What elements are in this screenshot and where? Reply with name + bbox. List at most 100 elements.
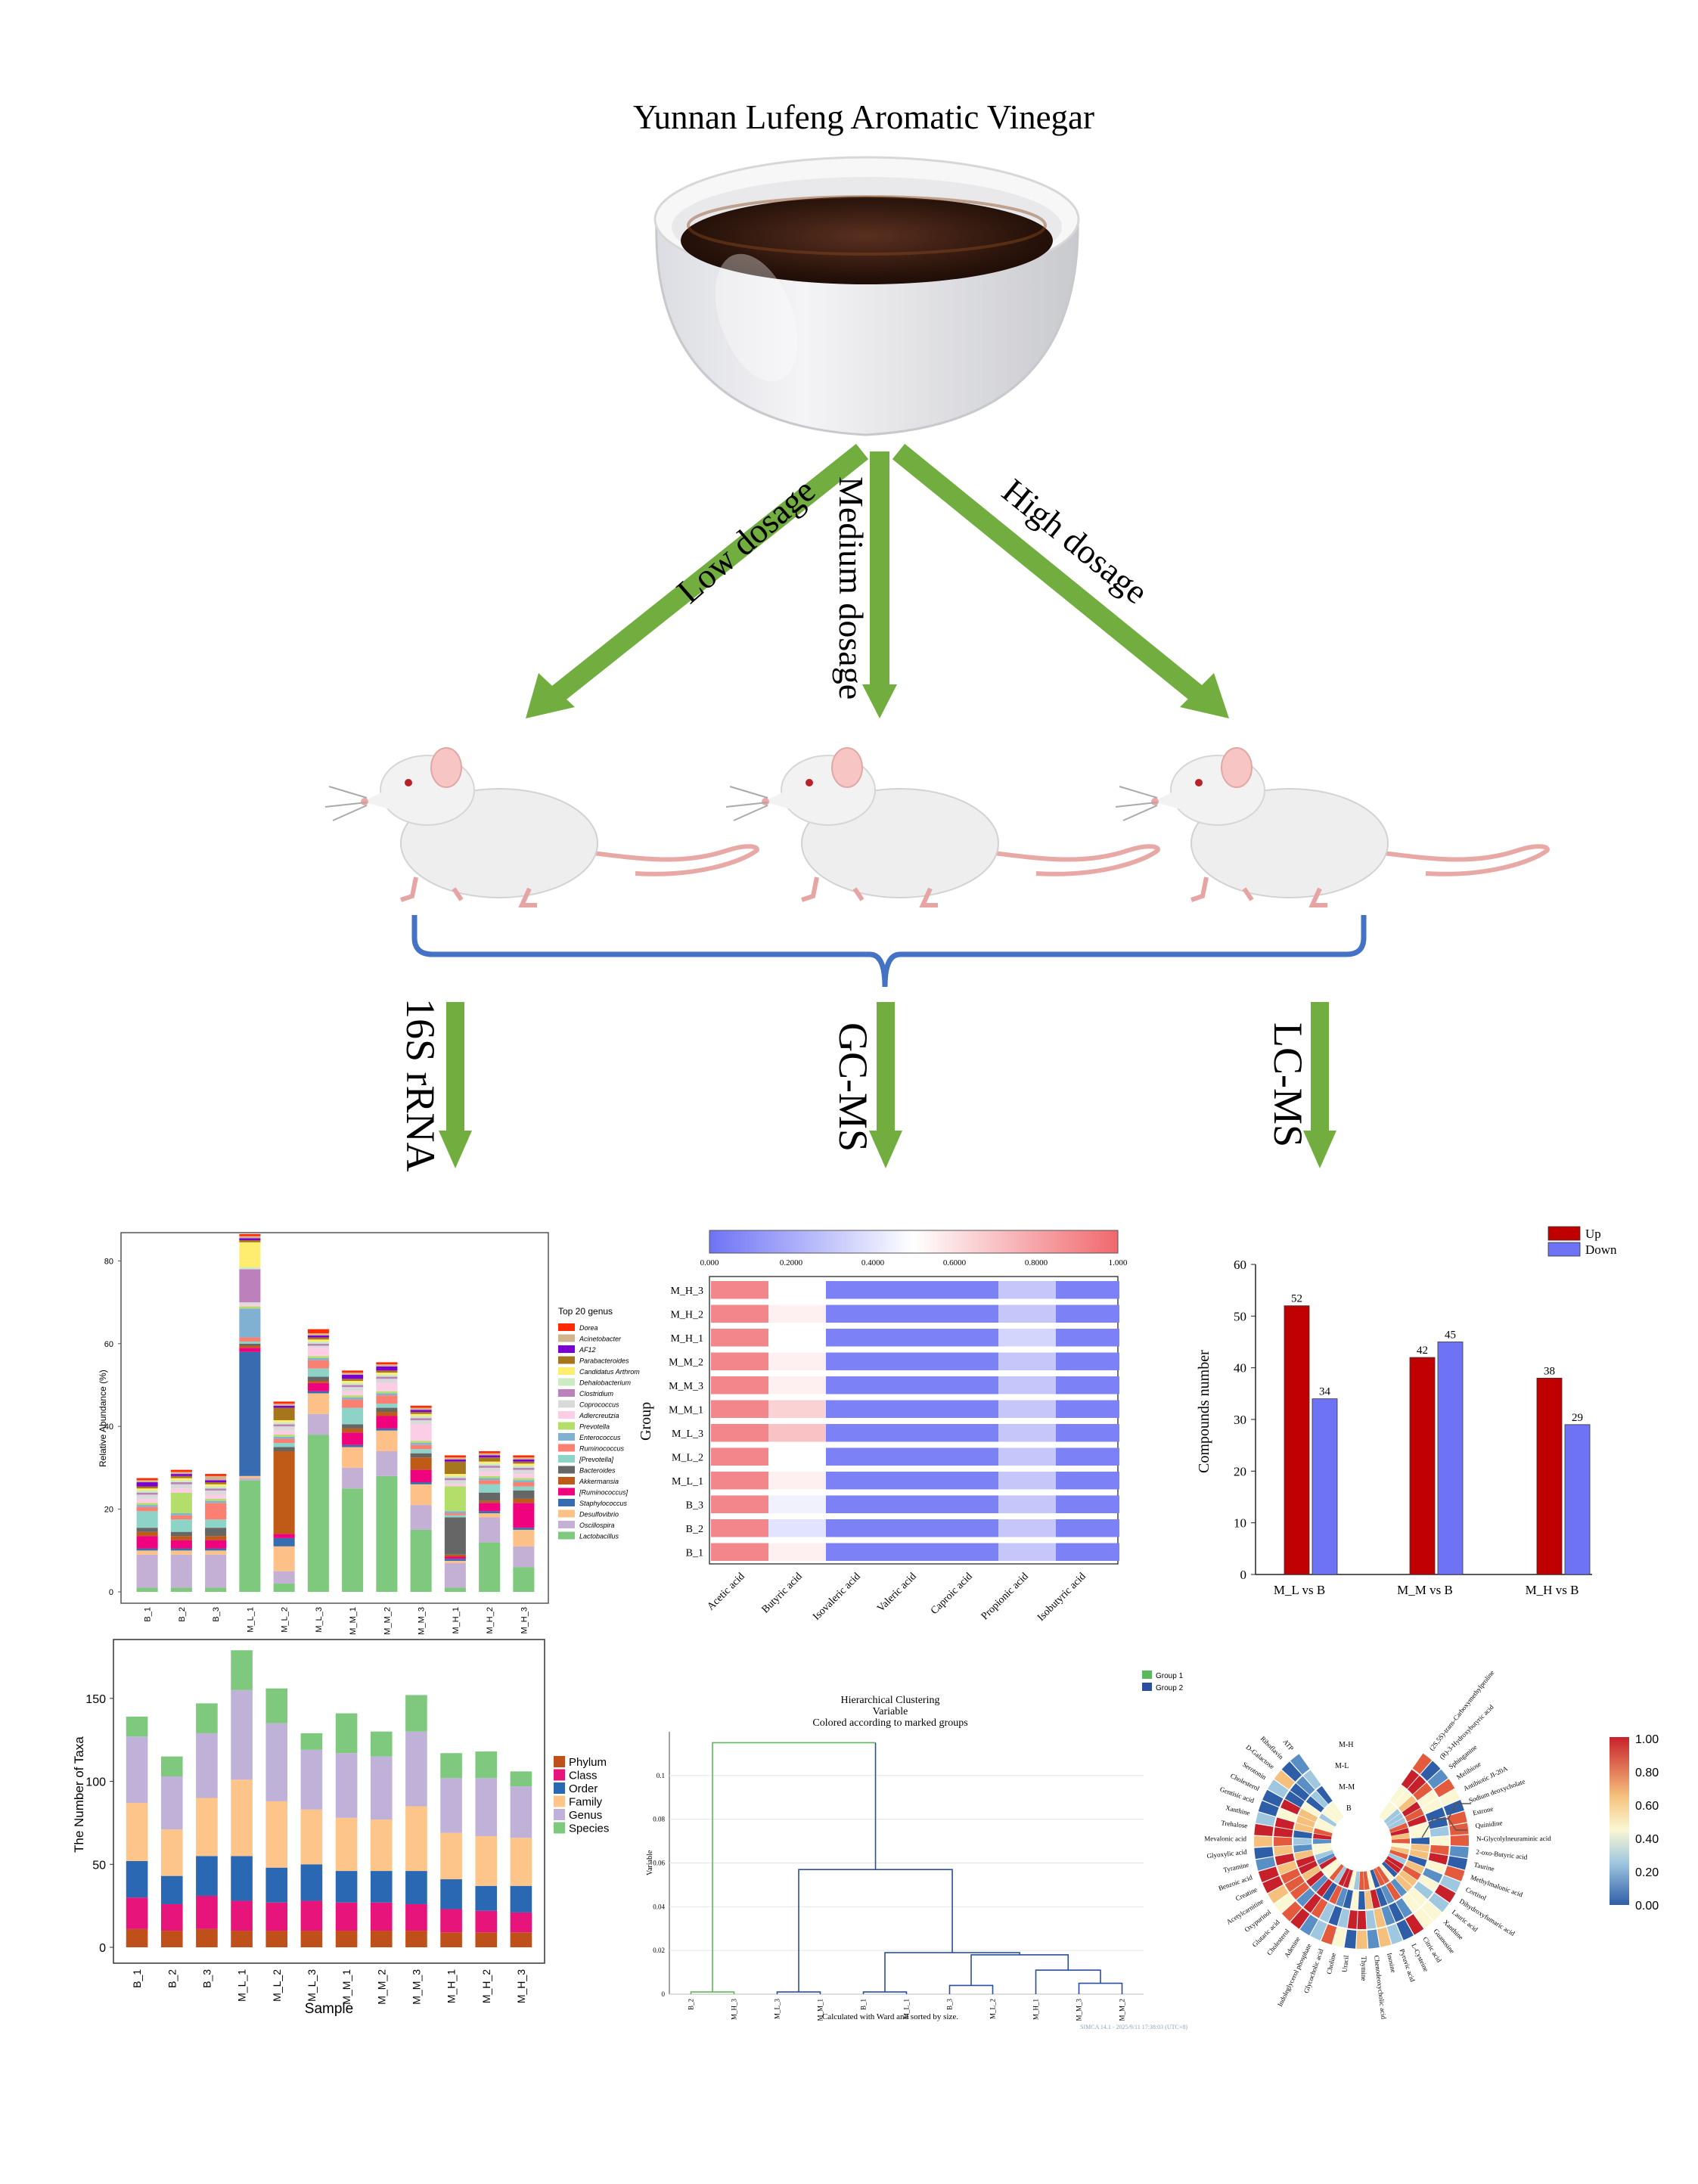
heatmap-cell [711,1352,768,1370]
heatmap-cell [998,1352,1056,1370]
stacked-bar-segment [405,1871,427,1904]
heatmap-cell [1407,1815,1427,1827]
y-axis-label: Variable [646,1850,654,1875]
heatmap-cell [1409,1849,1429,1860]
legend-swatch [554,1756,565,1767]
ring-label: B [1346,1804,1352,1813]
legend-label: Bacteroides [579,1467,616,1475]
stacked-bar-segment [479,1503,501,1512]
y-tick-label: 50 [92,1859,106,1872]
stacked-bar-segment [239,1345,261,1348]
heatmap-cell [1378,1801,1393,1819]
heatmap-cell [1310,1919,1327,1941]
stacked-bar-segment [444,1484,466,1487]
circular-metabolite-heatmap: (2S,5S)-trans-Carboxymethylproline(R)-3-… [1204,1669,1659,2020]
dendrogram-link [862,1991,908,1994]
stacked-bar-segment [196,1895,218,1929]
y-tick-label: 0.04 [653,1903,665,1910]
stacked-bar-segment [196,1928,218,1947]
heatmap-cell [1329,1864,1344,1882]
stacked-bar-segment [160,1903,183,1931]
x-tick-label: M_L vs B [1274,1583,1325,1597]
stacked-bar-segment [513,1528,535,1530]
heatmap-cell [1380,1885,1395,1904]
heatmap-cell [1344,1929,1357,1949]
row-label: M_M_3 [669,1381,703,1392]
heatmap-cell [1293,1844,1312,1853]
legend-swatch [558,1323,575,1331]
stacked-bar-segment [444,1562,466,1588]
stacked-bar-segment [205,1519,227,1528]
heatmap-cell [1321,1924,1337,1945]
stacked-bar-segment [410,1412,432,1414]
stacked-bar-segment [239,1240,261,1242]
legend-swatch [1142,1683,1152,1691]
dendrogram-link [690,1991,735,1994]
heatmap-cell [1337,1908,1350,1928]
heatmap-cell [1447,1856,1468,1870]
genus-abundance-chart: Relative Abundance (%) Top 20 genus 0 20 4… [98,1232,640,1635]
stacked-bar-segment [479,1472,501,1476]
stacked-bar-segment [479,1480,501,1484]
dendrogram-link [1078,1982,1123,1994]
stacked-bar-segment [170,1548,192,1551]
stacked-bar-segment [136,1494,158,1499]
stacked-bar-segment [342,1467,364,1489]
heatmap-cell [1311,1875,1328,1892]
medium-dosage-label: Medium dosage [832,476,871,700]
stacked-bar-segment [342,1391,364,1396]
row-label: M_M_1 [669,1404,703,1416]
stacked-bar-segment [205,1500,227,1503]
stacked-bar-segment [376,1376,398,1379]
stacked-bar-segment [239,1269,261,1303]
stacked-bar-segment [513,1529,535,1546]
stacked-bar-segment [444,1486,466,1512]
stacked-bar-segment [126,1928,148,1947]
stacked-bar-segment [307,1368,329,1377]
y-tick-label: 60 [1234,1258,1246,1272]
stacked-bar-segment [239,1304,261,1307]
heatmap-cell [1430,1836,1449,1846]
stacked-bar-segment [444,1455,466,1458]
stacked-bar-segment [170,1587,192,1592]
heatmap-cell [1449,1823,1469,1835]
heatmap-cell [1398,1795,1417,1813]
stacked-bar-segment [307,1335,329,1338]
stacked-bar-segment [307,1356,329,1358]
column-label: Propionic acid [979,1571,1031,1622]
heatmap-cell [768,1472,826,1490]
stacked-bar-segment [410,1484,432,1506]
stacked-bar-segment [335,1871,358,1903]
heatmap-cell [998,1376,1056,1394]
stacked-bar-segment [342,1447,364,1468]
heatmap-cell [1348,1870,1357,1890]
stacked-bar-segment [479,1461,501,1464]
colorbar-tick-label: 0.000 [700,1258,719,1267]
heatmap-cell [1388,1853,1407,1865]
stacked-bar-segment [136,1492,158,1495]
heatmap-cell [768,1495,826,1513]
x-tick-label: B_1 [144,1607,153,1622]
stacked-bar-segment [273,1419,295,1422]
differential-compounds-chart: Compounds number 0 10 20 30 40 50 60 52 34 M_L vs… [1196,1226,1617,1597]
legend-swatch [1142,1671,1152,1679]
stacked-bar-segment [239,1351,261,1476]
y-tick-label: 150 [85,1693,106,1706]
legend-label: Coprococcus [579,1401,619,1409]
stacked-bar-segment [126,1803,148,1861]
stacked-bar-segment [205,1490,227,1495]
row-label: B_3 [686,1500,703,1511]
stacked-bar-segment [342,1374,364,1379]
stacked-bar-segment [205,1503,227,1520]
metabolite-label: Adenine [1283,1935,1302,1959]
stacked-bar-segment [475,1932,498,1947]
heatmap-cell [1447,1811,1467,1826]
row-label: M_L_2 [672,1452,703,1463]
heatmap-cell [826,1495,998,1513]
stacked-bar-segment [479,1484,501,1493]
stacked-bar-segment [410,1482,432,1484]
legend-swatch [558,1521,575,1528]
heatmap-cell [1290,1908,1310,1929]
heatmap-cell [1329,1885,1343,1905]
legend-label: Parabacteroides [579,1357,629,1365]
